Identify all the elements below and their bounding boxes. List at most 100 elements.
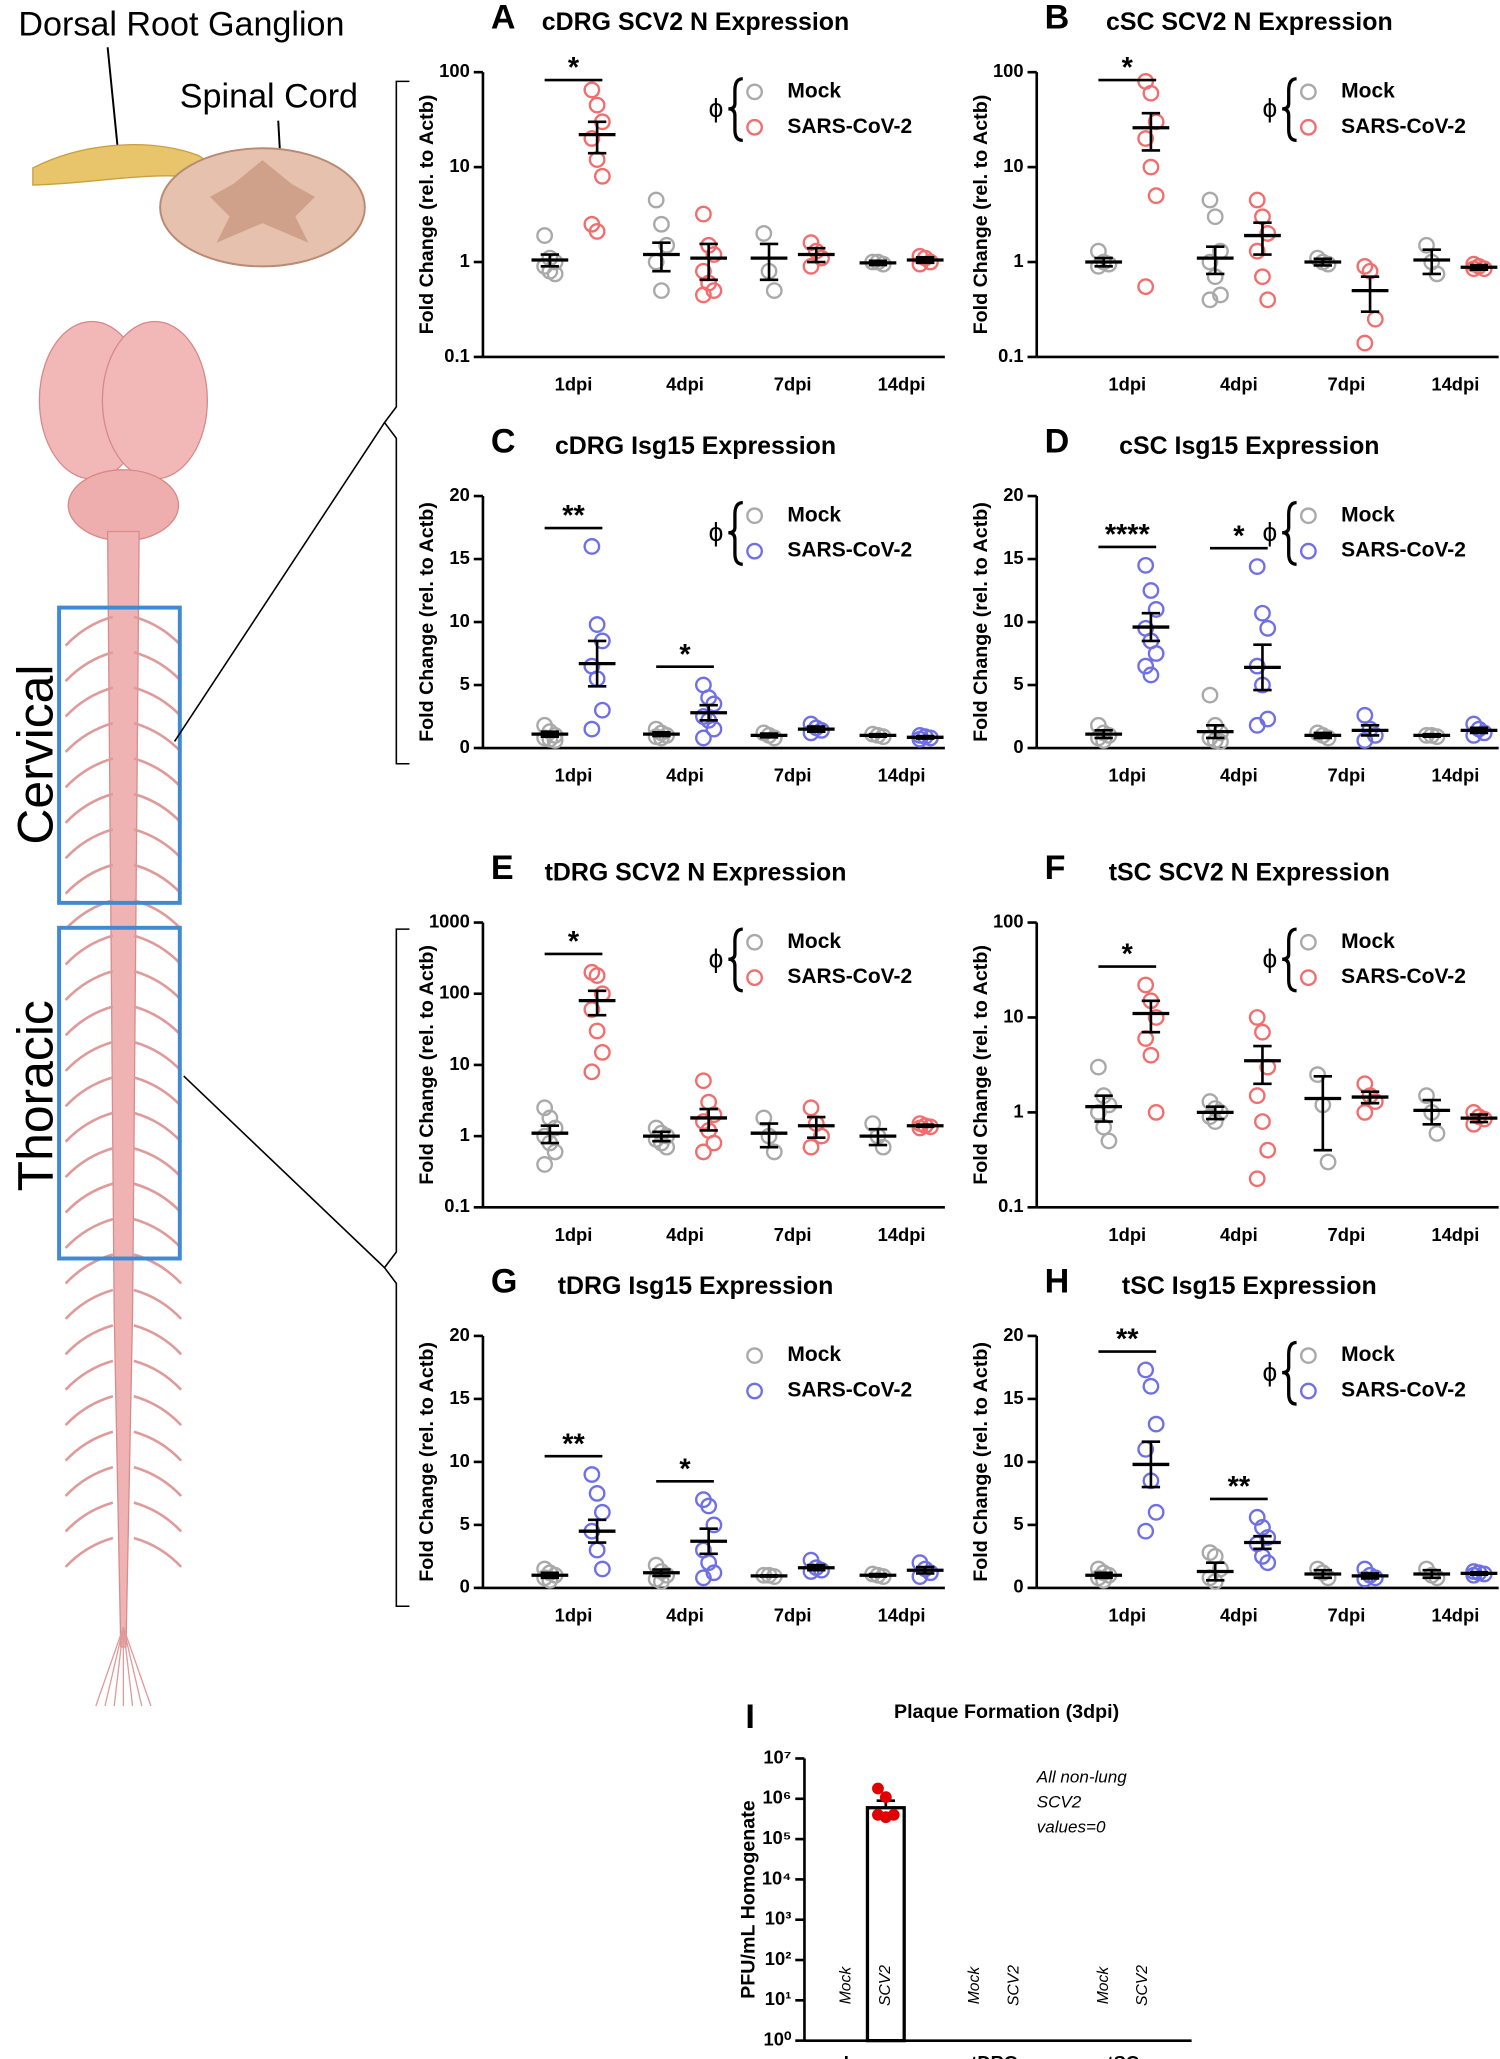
nerve bbox=[122, 1627, 143, 1707]
data-point bbox=[1259, 1554, 1277, 1572]
data-point bbox=[874, 1138, 892, 1156]
y-tick-label: 1 bbox=[1013, 250, 1023, 271]
data-point bbox=[1254, 1113, 1271, 1130]
data-point bbox=[1254, 1519, 1271, 1536]
nerve bbox=[64, 615, 114, 647]
legend-marker bbox=[1299, 118, 1317, 136]
legend-brace bbox=[1282, 77, 1297, 143]
x-tick-label: 7dpi bbox=[774, 1224, 812, 1245]
group-label: SCV2 bbox=[877, 1965, 894, 2006]
data-point bbox=[1142, 666, 1160, 684]
legend-symbol: ϕ bbox=[1262, 1357, 1277, 1387]
nerve bbox=[64, 863, 114, 895]
connector bbox=[173, 422, 386, 742]
data-point bbox=[1201, 1108, 1219, 1126]
data-point bbox=[1259, 225, 1277, 242]
nerve bbox=[64, 1253, 114, 1285]
panel-letter: G bbox=[491, 1262, 518, 1300]
data-point bbox=[802, 257, 820, 275]
panel-letter: A bbox=[491, 0, 516, 37]
data-point bbox=[588, 1022, 606, 1040]
data-point bbox=[1248, 1508, 1266, 1526]
y-tick-label: 15 bbox=[449, 1387, 469, 1408]
data-point bbox=[583, 81, 601, 99]
data-point bbox=[695, 286, 712, 304]
y-axis-label: Fold Change (rel. to Actb) bbox=[416, 502, 438, 742]
group-label: Mock bbox=[1095, 1966, 1112, 2005]
legend-label: SARS-CoV-2 bbox=[1341, 965, 1466, 988]
panel-letter: D bbox=[1045, 423, 1070, 461]
nerve bbox=[133, 1182, 183, 1214]
nerve bbox=[133, 1147, 183, 1179]
x-tick-label: 7dpi bbox=[1328, 765, 1366, 786]
nerve bbox=[104, 1627, 125, 1707]
data-point bbox=[1142, 1377, 1160, 1395]
x-tick-label: 7dpi bbox=[774, 765, 812, 786]
nerve bbox=[133, 686, 183, 718]
data-point bbox=[1356, 1103, 1374, 1121]
data-point bbox=[1356, 334, 1374, 352]
panel-letter: E bbox=[491, 849, 514, 887]
y-tick-label: 10 bbox=[1003, 155, 1023, 176]
cord-label: Spinal Cord bbox=[180, 77, 358, 115]
y-tick-label: 5 bbox=[460, 673, 470, 694]
data-point bbox=[1206, 208, 1224, 226]
nerve bbox=[133, 828, 183, 860]
legend-label: SARS-CoV-2 bbox=[1341, 539, 1466, 562]
data-point bbox=[695, 205, 712, 223]
significance-label: * bbox=[679, 1453, 691, 1485]
annotation: values=0 bbox=[1037, 1818, 1106, 1837]
legend-marker bbox=[746, 1382, 763, 1400]
data-point bbox=[536, 227, 554, 244]
x-tick-label: 4dpi bbox=[1220, 1224, 1258, 1245]
x-tick-label: 14dpi bbox=[878, 374, 926, 395]
x-tick-label: 1dpi bbox=[555, 374, 593, 395]
y-tick-label: 5 bbox=[460, 1513, 470, 1534]
group-label: SCV2 bbox=[1006, 1965, 1023, 2006]
nerve bbox=[64, 1536, 114, 1568]
data-point bbox=[1147, 601, 1165, 618]
data-point bbox=[1147, 187, 1165, 205]
data-point bbox=[593, 1503, 611, 1521]
x-tick-label: 14dpi bbox=[878, 1224, 926, 1245]
data-point bbox=[1201, 253, 1219, 271]
y-tick-label: 100 bbox=[993, 60, 1024, 81]
nerve bbox=[133, 650, 183, 682]
grey-matter bbox=[209, 160, 315, 243]
data-point bbox=[1147, 1009, 1165, 1026]
nerve bbox=[64, 1005, 114, 1037]
nerve bbox=[64, 721, 114, 753]
data-point bbox=[1147, 1503, 1165, 1521]
y-tick-label: 0 bbox=[1013, 1576, 1023, 1597]
data-point bbox=[705, 720, 723, 738]
y-tick-label: 5 bbox=[1013, 673, 1023, 694]
data-point bbox=[1309, 1066, 1326, 1084]
x-tick-label: 14dpi bbox=[1431, 374, 1479, 395]
x-tick-label: 4dpi bbox=[666, 1224, 704, 1245]
data-point bbox=[695, 1113, 712, 1130]
nerve bbox=[133, 1040, 183, 1072]
nerve bbox=[133, 934, 183, 966]
x-tick-label: 1dpi bbox=[555, 1605, 593, 1626]
significance-label: ** bbox=[1228, 1471, 1251, 1503]
brain bbox=[101, 320, 209, 480]
data-point bbox=[1418, 1087, 1435, 1105]
data-point bbox=[802, 1099, 820, 1117]
legend-marker bbox=[1299, 1382, 1317, 1400]
legend-label: Mock bbox=[1341, 79, 1395, 102]
y-tick-label: 10 bbox=[449, 1450, 469, 1471]
data-point bbox=[583, 1063, 601, 1081]
data-point bbox=[653, 282, 670, 299]
data-point bbox=[1147, 1415, 1165, 1433]
y-tick-label: 0.1 bbox=[998, 1195, 1024, 1216]
legend-brace bbox=[728, 500, 743, 566]
cervical-label: Cervical bbox=[8, 665, 64, 845]
data-point bbox=[1418, 236, 1435, 254]
nerve bbox=[133, 1430, 183, 1462]
group-label: SCV2 bbox=[1134, 1965, 1151, 2006]
nerve bbox=[64, 1147, 114, 1179]
y-tick-label: 1 bbox=[460, 250, 470, 271]
x-tick-label: 1dpi bbox=[1108, 374, 1146, 395]
y-tick-label: 10³ bbox=[765, 1908, 792, 1929]
y-tick-label: 1 bbox=[1013, 1100, 1023, 1121]
